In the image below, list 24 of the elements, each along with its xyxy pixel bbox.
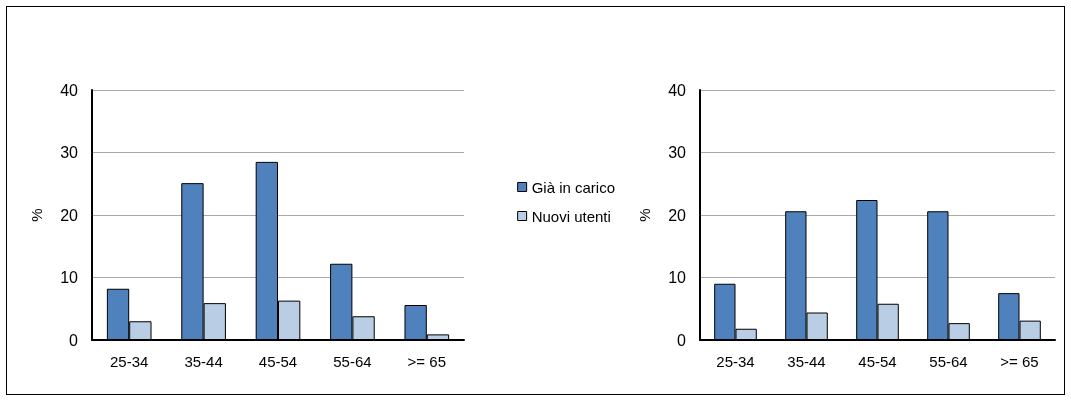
x-tick-label: 35-44 (787, 353, 826, 370)
x-tick-label: 25-34 (716, 353, 755, 370)
x-tick-label: >= 65 (407, 353, 446, 370)
x-tick-label: 45-54 (858, 353, 897, 370)
y-tick-label: 20 (60, 206, 79, 224)
y-tick-label: 20 (668, 206, 687, 224)
x-tick-label: >= 65 (1000, 353, 1039, 370)
x-tick-label: 35-44 (184, 353, 223, 370)
y-tick-label: 10 (668, 269, 687, 286)
y-tick-label: 40 (60, 81, 79, 99)
y-tick-label: 10 (60, 269, 79, 286)
y-tick-label: 30 (668, 144, 687, 161)
legend-label: Già in carico (531, 178, 616, 196)
y-tick-label: 0 (69, 331, 79, 349)
x-tick-label: 25-34 (110, 353, 149, 370)
x-tick-label: 45-54 (258, 353, 298, 370)
y-axis-title: % (636, 208, 653, 222)
y-tick-label: 0 (677, 331, 687, 349)
y-tick-label: 40 (668, 81, 687, 99)
x-tick-label: 55-64 (929, 353, 968, 370)
x-tick-label: 55-64 (333, 353, 372, 370)
y-axis-title: % (28, 208, 45, 222)
y-tick-label: 30 (60, 144, 79, 161)
legend-label: Nuovi utenti (531, 207, 611, 225)
